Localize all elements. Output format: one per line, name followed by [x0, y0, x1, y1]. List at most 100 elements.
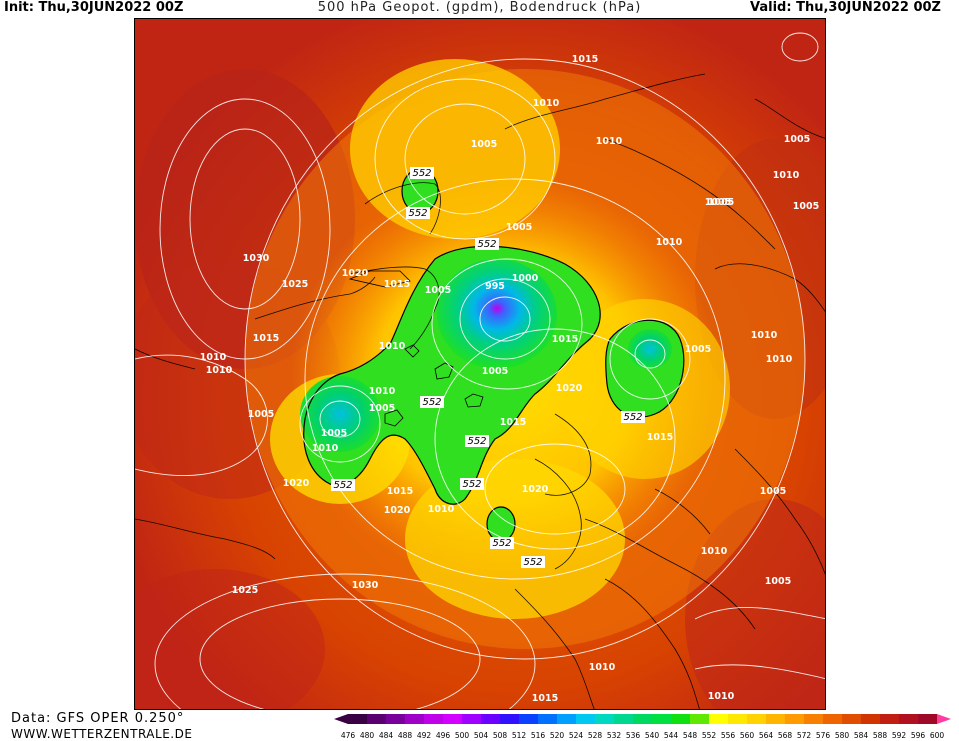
pressure-label: 1010	[766, 354, 793, 365]
colorbar-swatch	[709, 714, 728, 724]
pressure-label: 1030	[243, 253, 270, 264]
colorbar-tick-label: 496	[436, 731, 451, 740]
pressure-label: 1010	[206, 365, 233, 376]
pressure-label: 1025	[282, 279, 308, 290]
colorbar-tick-label: 488	[398, 731, 413, 740]
height-label: 552	[460, 478, 484, 490]
colorbar-tick-label: 524	[569, 731, 584, 740]
colorbar-tick-label: 508	[493, 731, 508, 740]
pressure-label: 1005	[471, 139, 497, 150]
colorbar-tick-label: 476	[341, 731, 356, 740]
colorbar-swatch	[519, 714, 538, 724]
colorbar-tick-label: 552	[702, 731, 717, 740]
colorbar-swatch	[595, 714, 614, 724]
pressure-label: 1010	[773, 170, 800, 181]
colorbar-swatch	[500, 714, 519, 724]
colorbar-tick-label: 520	[550, 731, 565, 740]
pressure-label: 1010	[379, 341, 406, 352]
pressure-label: 1005	[248, 409, 274, 420]
colorbar-swatch	[918, 714, 937, 724]
init-time-label: Init: Thu,30JUN2022 00Z	[4, 0, 184, 15]
colorbar-swatch	[899, 714, 918, 724]
svg-text:552: 552	[422, 397, 441, 408]
pressure-label: 1005	[685, 344, 711, 355]
pressure-label: 1005	[705, 197, 731, 208]
pressure-label: 1010	[708, 691, 735, 702]
colorbar-tick-label: 564	[759, 731, 774, 740]
colorbar-swatch	[804, 714, 823, 724]
pressure-label: 1005	[765, 576, 791, 587]
svg-text:552: 552	[477, 239, 496, 250]
data-source-label: Data: GFS OPER 0.250°	[11, 711, 185, 726]
pressure-label: 1010	[701, 546, 728, 557]
colorbar-swatch	[728, 714, 747, 724]
pressure-label: 1005	[506, 222, 532, 233]
colorbar-swatch	[367, 714, 386, 724]
pressure-label: 1015	[387, 486, 413, 497]
height-label: 552	[490, 537, 514, 549]
colorbar-tick-label: 576	[816, 731, 831, 740]
pressure-label: 1000	[512, 273, 539, 284]
colorbar-swatch	[424, 714, 443, 724]
colorbar-tick-label: 512	[512, 731, 527, 740]
colorbar-swatch	[386, 714, 405, 724]
colorbar-tick-label: 584	[854, 731, 869, 740]
pressure-label: 1010	[312, 443, 339, 454]
pressure-label: 1030	[352, 580, 379, 591]
svg-text:552: 552	[623, 412, 642, 423]
svg-text:552: 552	[492, 538, 511, 549]
colorbar-swatch	[614, 714, 633, 724]
pressure-label: 1005	[760, 486, 786, 497]
pressure-label: 1025	[232, 585, 258, 596]
color-scale-legend: 476 480 484 488 492 496 500 504 508 512 516 520 524 5…	[334, 714, 951, 740]
pressure-label: 1015	[572, 54, 598, 65]
pressure-label: 1015	[253, 333, 279, 344]
colorbar-left-arrow	[334, 714, 348, 724]
svg-text:552: 552	[412, 168, 431, 179]
pressure-label: 1010	[751, 330, 778, 341]
colorbar-tick-label: 532	[607, 731, 622, 740]
pressure-label: 1020	[556, 383, 583, 394]
colorbar-swatch	[842, 714, 861, 724]
colorbar-tick-label: 544	[664, 731, 679, 740]
pressure-label: 1015	[647, 432, 673, 443]
colorbar-swatch	[880, 714, 899, 724]
svg-text:552: 552	[467, 436, 486, 447]
colorbar-tick-label: 568	[778, 731, 793, 740]
colorbar-swatch	[557, 714, 576, 724]
height-label: 552	[420, 396, 444, 408]
colorbar-tick-label: 480	[360, 731, 375, 740]
colorbar-tick-label: 600	[930, 731, 945, 740]
pressure-label: 1010	[596, 136, 623, 147]
pressure-label: 1005	[708, 197, 734, 208]
colorbar-swatch	[538, 714, 557, 724]
pressure-label: 1010	[428, 504, 455, 515]
pressure-label: 1015	[532, 693, 558, 704]
colorbar-tick-label: 492	[417, 731, 432, 740]
colorbar-swatch	[823, 714, 842, 724]
colorbar-tick-label: 528	[588, 731, 603, 740]
colorbar-tick-label: 540	[645, 731, 660, 740]
colorbar-tick-label: 516	[531, 731, 546, 740]
height-label: 552	[475, 238, 499, 250]
colorbar-swatch	[652, 714, 671, 724]
pressure-label: 1020	[342, 268, 369, 279]
pressure-label: 1010	[200, 352, 227, 363]
colorbar-swatch	[747, 714, 766, 724]
colorbar-tick-label: 536	[626, 731, 641, 740]
pressure-label: 1005	[784, 134, 810, 145]
colorbar-tick-label: 572	[797, 731, 812, 740]
colorbar-tick-label: 580	[835, 731, 850, 740]
height-label: 552	[406, 207, 430, 219]
colorbar-tick-label: 548	[683, 731, 698, 740]
colorbar-tick-label: 592	[892, 731, 907, 740]
colorbar-right-arrow	[937, 714, 951, 724]
pressure-label: 1020	[522, 484, 549, 495]
pressure-label: 1005	[793, 201, 819, 212]
height-label: 552	[521, 556, 545, 568]
pressure-label: 1015	[500, 417, 526, 428]
colorbar-swatch	[785, 714, 804, 724]
svg-text:552: 552	[408, 208, 427, 219]
colorbar-swatch	[861, 714, 880, 724]
pressure-label: 1005	[321, 428, 347, 439]
